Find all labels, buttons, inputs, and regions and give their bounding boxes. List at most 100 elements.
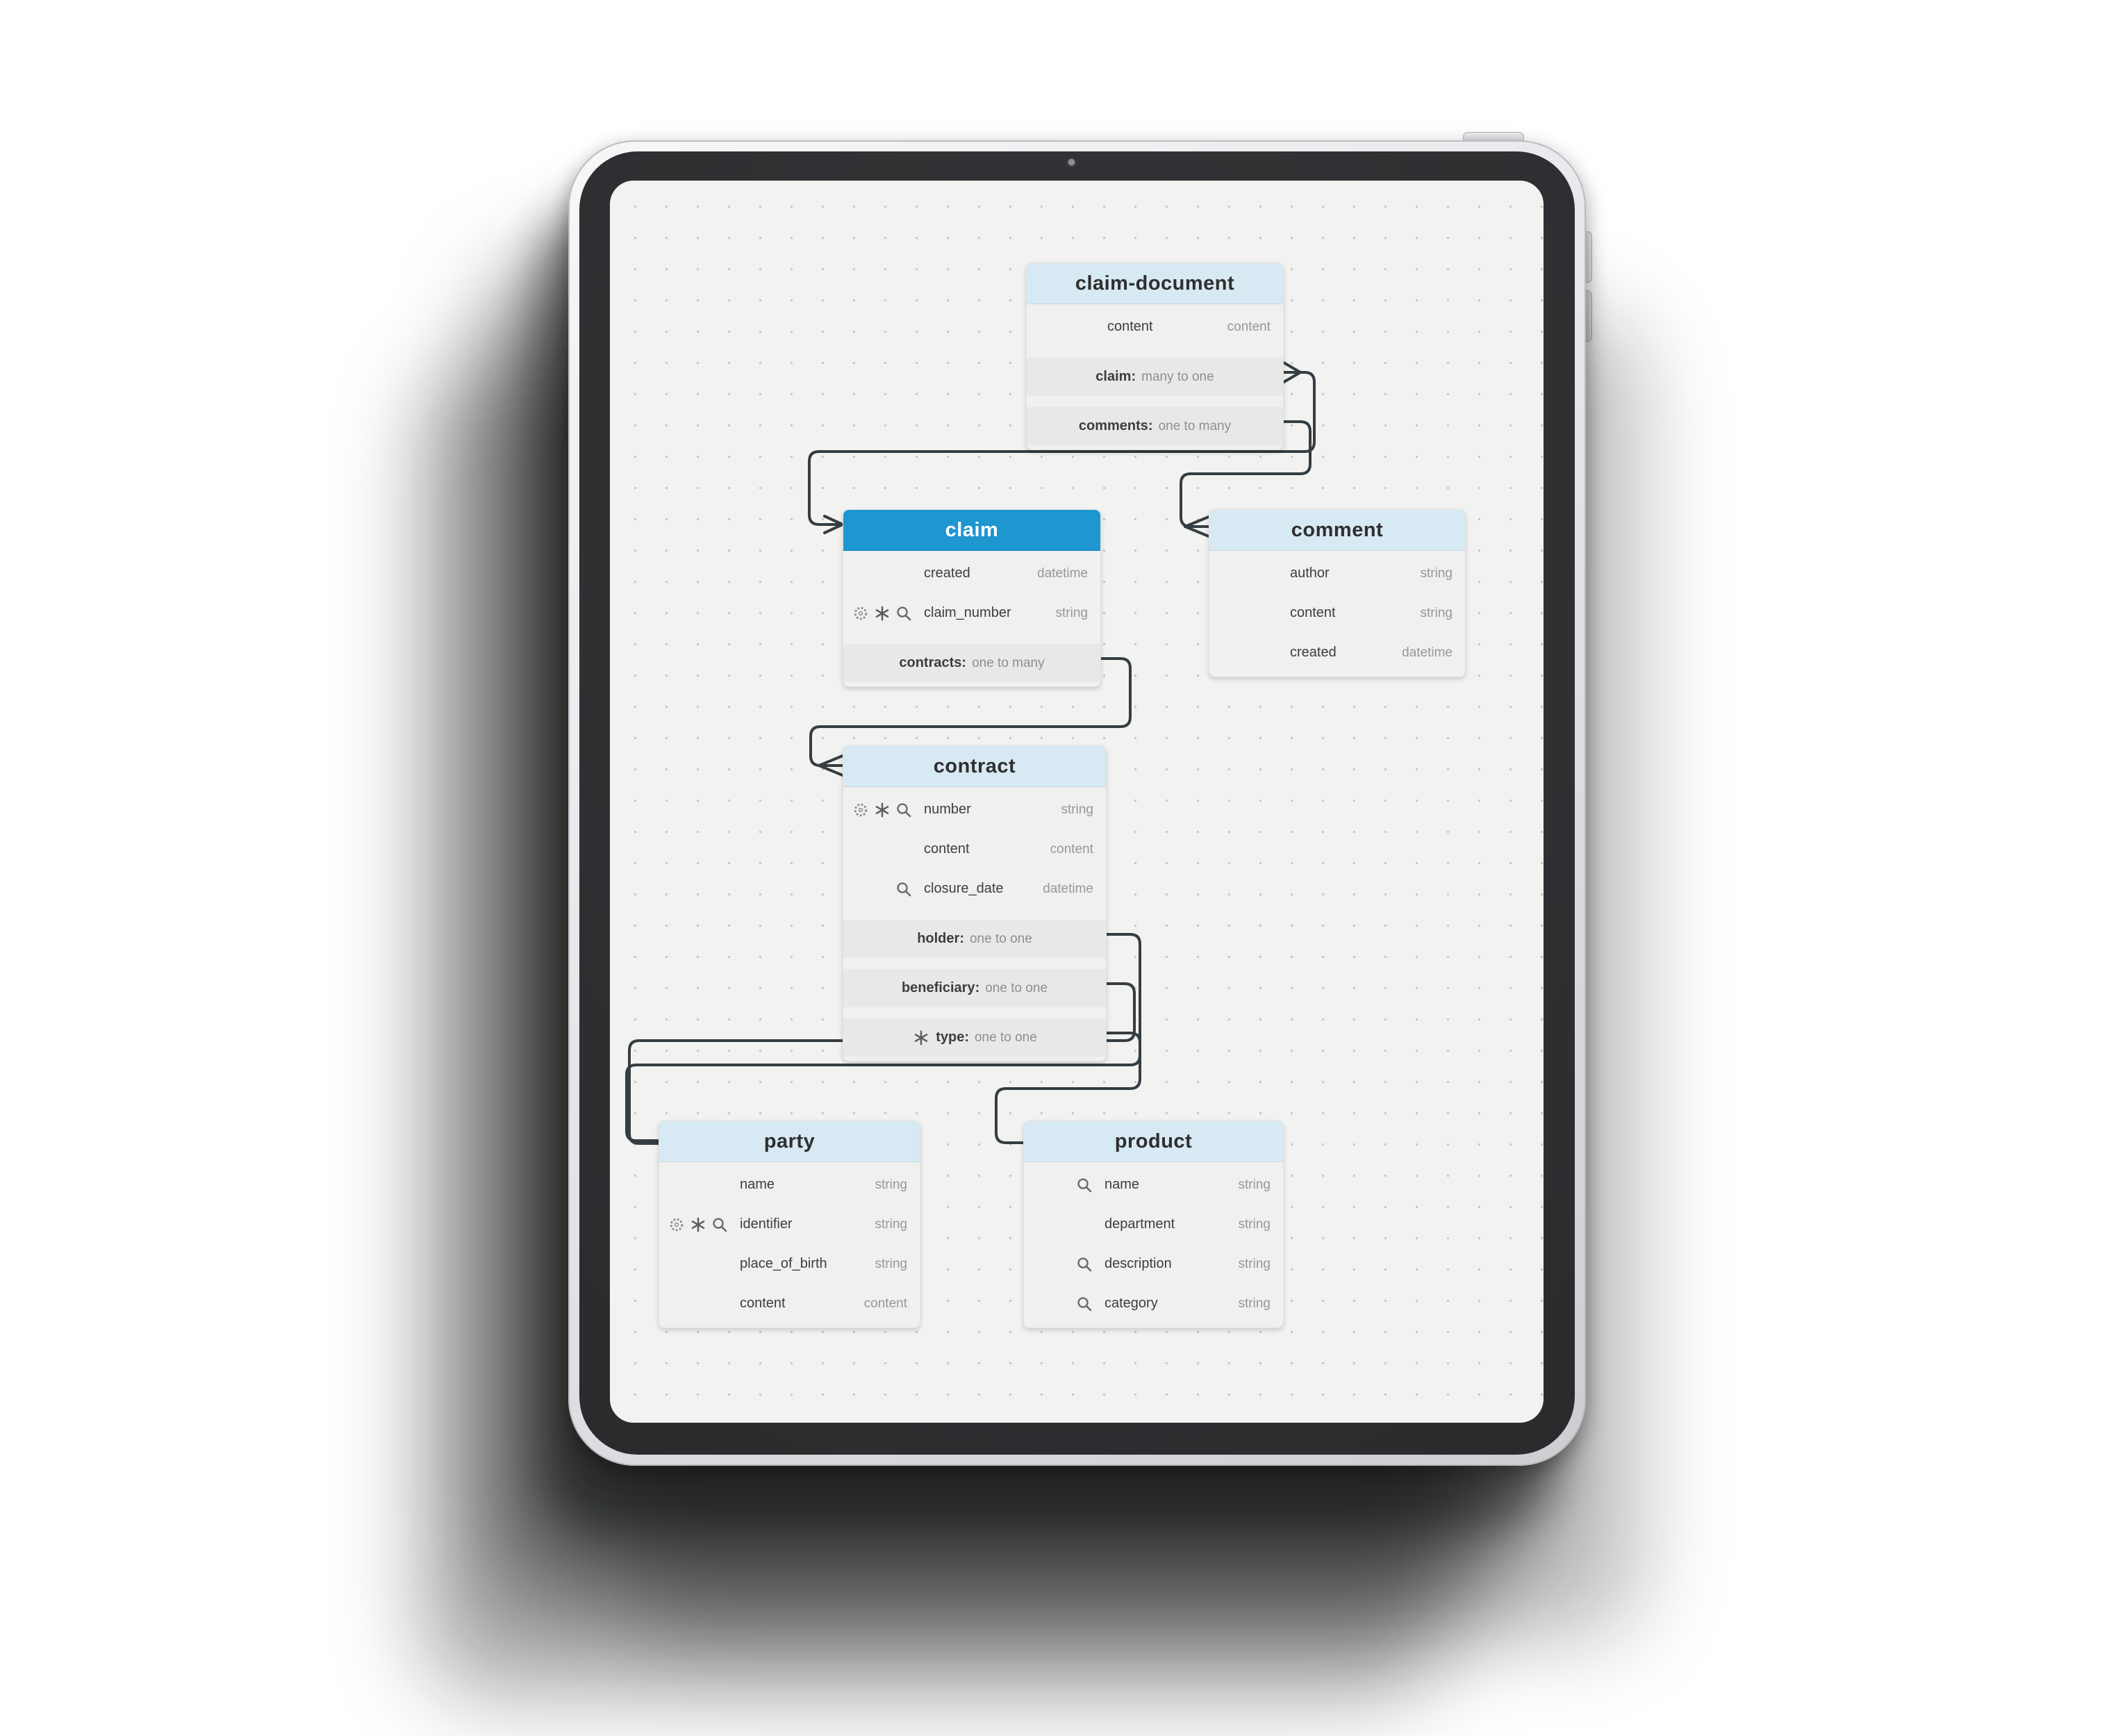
relation-name: beneficiary [902,980,979,996]
entity-body: content content claim many to one comments on… [1027,304,1283,449]
field-row-claim_number[interactable]: claim_number string [843,593,1100,633]
connector-contract-type-product[interactable] [995,1032,1141,1144]
field-name: name [740,1177,775,1192]
field-name: content [740,1296,786,1311]
diagram-canvas[interactable]: claim-document content content claim many to… [610,181,1544,1423]
entity-claim-document[interactable]: claim-document content content claim many to… [1026,263,1284,450]
asterisk-icon [873,801,891,819]
entity-body: name string identifier string place_of_birth… [659,1162,920,1328]
entity-body: created datetime claim_number string contrac… [843,551,1100,686]
field-row-description[interactable]: description string [1024,1244,1283,1284]
front-camera [1068,159,1075,165]
magnifier-icon [895,880,913,898]
relation-row-type[interactable]: type one to one [843,1018,1106,1057]
field-row-category[interactable]: category string [1024,1284,1283,1323]
entity-title[interactable]: claim-document [1027,263,1283,304]
field-name: description [1104,1256,1172,1271]
field-row-identifier[interactable]: identifier string [659,1205,920,1244]
field-row-content[interactable]: content content [843,829,1106,869]
field-row-content[interactable]: content string [1209,593,1465,633]
field-type: string [1420,565,1453,581]
field-type: string [875,1177,907,1192]
relation-cardinality: one to one [985,980,1048,995]
magnifier-icon [1075,1255,1093,1273]
field-type: content [863,1296,907,1311]
field-type: string [1238,1256,1271,1271]
entity-body: name string department string description str… [1024,1162,1283,1328]
field-name: created [924,565,970,581]
field-type: datetime [1043,881,1093,896]
relation-row-claim[interactable]: claim many to one [1027,358,1283,396]
connector-claim-document-claim[interactable] [808,361,1316,534]
field-row-name[interactable]: name string [1024,1165,1283,1205]
field-name: number [924,802,971,817]
entity-claim[interactable]: claim created datetime claim_number string co… [843,509,1101,687]
field-row-content[interactable]: content content [1027,307,1283,347]
entity-title[interactable]: claim [843,510,1100,551]
entity-title[interactable]: product [1024,1121,1283,1162]
key-icon [852,801,870,819]
magnifier-icon [1075,1176,1093,1194]
field-name: identifier [740,1216,793,1232]
field-row-department[interactable]: department string [1024,1205,1283,1244]
entity-party[interactable]: party name string identifier string place_of_… [659,1121,920,1328]
field-type: string [1055,605,1088,620]
key-icon [852,604,870,622]
field-name: name [1104,1177,1140,1192]
magnifier-icon [895,801,913,819]
entity-comment[interactable]: comment author string content string created d… [1209,509,1466,677]
connector-claim-contract[interactable] [809,657,1132,777]
relation-name: holder [917,931,964,947]
field-type: content [1227,319,1271,334]
field-row-created[interactable]: created datetime [1209,633,1465,672]
relation-name: type [936,1030,969,1045]
relation-row-holder[interactable]: holder one to one [843,920,1106,958]
relation-name: comments [1079,418,1153,434]
magnifier-icon [895,604,913,622]
magnifier-icon [1075,1295,1093,1313]
field-type: string [1420,605,1453,620]
entity-contract[interactable]: contract number string content content closur… [843,745,1107,1061]
field-type: string [875,1256,907,1271]
relation-cardinality: one to many [1158,418,1232,433]
field-name: claim_number [924,605,1011,620]
field-row-closure_date[interactable]: closure_date datetime [843,869,1106,909]
field-row-number[interactable]: number string [843,790,1106,829]
relation-name: claim [1095,369,1136,385]
entity-body: author string content string created datetime [1209,551,1465,677]
relation-row-comments[interactable]: comments one to many [1027,407,1283,445]
relation-row-beneficiary[interactable]: beneficiary one to one [843,969,1106,1007]
field-row-name[interactable]: name string [659,1165,920,1205]
relation-cardinality: one to one [974,1030,1037,1045]
field-type: datetime [1037,565,1088,581]
entity-product[interactable]: product name string department string descrip… [1023,1121,1284,1328]
field-row-created[interactable]: created datetime [843,554,1100,593]
field-name: place_of_birth [740,1256,827,1271]
field-name: closure_date [924,881,1004,896]
entity-title[interactable]: party [659,1121,920,1162]
entity-title[interactable]: comment [1209,510,1465,551]
field-name: category [1104,1296,1158,1311]
key-icon [668,1216,686,1234]
field-name: created [1290,645,1337,660]
field-type: string [1061,802,1093,817]
field-type: datetime [1402,645,1453,660]
connector-claim-document-comment[interactable] [1180,420,1312,538]
relation-cardinality: many to one [1141,369,1214,384]
relation-row-contracts[interactable]: contracts one to many [843,644,1100,682]
field-name: content [924,841,970,857]
field-type: string [1238,1177,1271,1192]
relation-cardinality: one to many [972,655,1045,670]
field-row-author[interactable]: author string [1209,554,1465,593]
entity-title[interactable]: contract [843,746,1106,787]
magnifier-icon [711,1216,729,1234]
field-row-content[interactable]: content content [659,1284,920,1323]
relation-name: contracts [899,655,966,671]
field-type: content [1050,841,1093,857]
field-name: author [1290,565,1330,581]
field-type: string [875,1216,907,1232]
asterisk-icon [689,1216,707,1234]
connector-contract-holder-party[interactable] [625,933,1141,1142]
field-row-place_of_birth[interactable]: place_of_birth string [659,1244,920,1284]
